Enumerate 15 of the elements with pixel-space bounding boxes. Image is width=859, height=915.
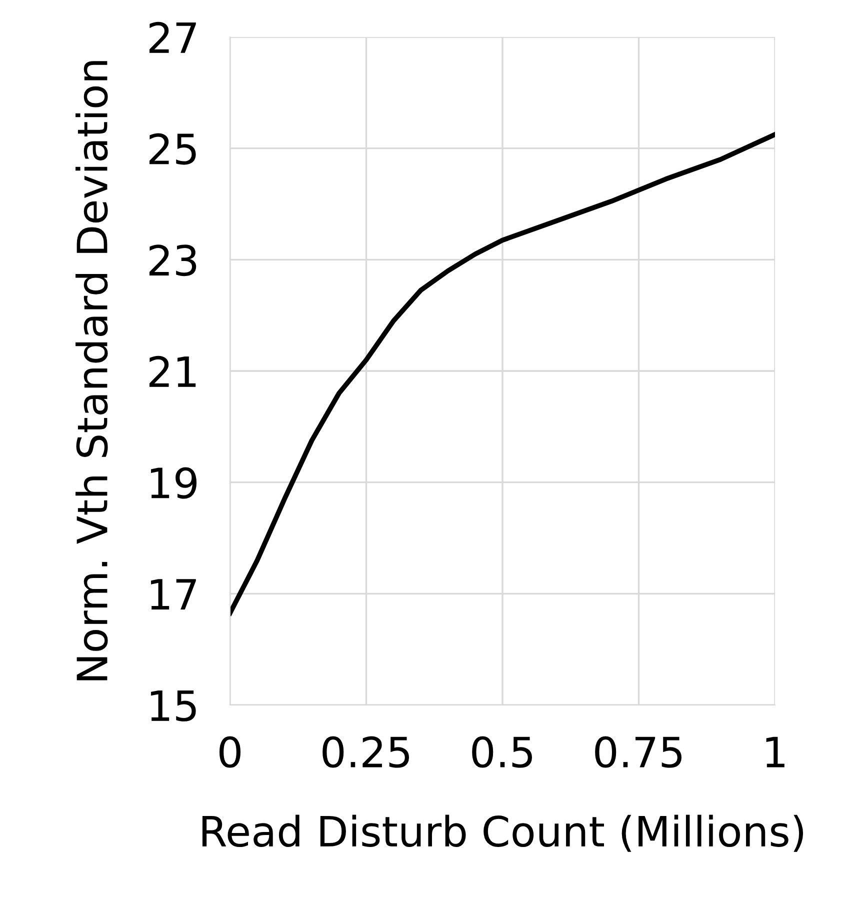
y-tick-label: 17 [151,579,196,610]
y-axis-title: Norm. Vth Standard Deviation [76,61,108,680]
y-tick-label: 25 [149,133,196,165]
y-tick-label: 21 [149,356,196,387]
x-tick-label: 0.75 [595,736,682,768]
x-tick-label: 1 [766,736,784,768]
x-axis-title: Read Disturb Count (Millions) [202,814,804,852]
x-tick-label: 0.25 [322,736,409,768]
y-tick-label: 15 [151,690,196,722]
y-tick-label: 27 [149,22,196,53]
line-series [230,132,775,616]
x-tick-label: 0 [219,736,240,768]
y-tick-label: 19 [151,467,197,499]
y-tick-label: 23 [149,244,196,276]
x-tick-label: 0.5 [472,736,532,768]
